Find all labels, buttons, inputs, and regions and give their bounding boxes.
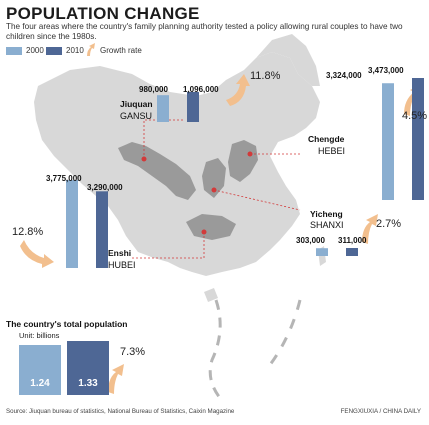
hebei-province: HEBEI (318, 146, 346, 156)
shanxi-growth-rate: 2.7% (376, 218, 402, 230)
total-population-title: The country's total population (6, 319, 128, 329)
gansu-region (118, 142, 196, 200)
hainan-shape (204, 288, 218, 302)
total-label-2000: 1.24 (30, 377, 50, 389)
growth-arrow-enshi (20, 240, 54, 268)
hubei-value-2010: 3,290,000 (87, 183, 123, 192)
gansu-bar-2010 (187, 92, 199, 122)
total-bar-2010: 1.33 (67, 341, 109, 395)
shanxi-value-2000: 303,000 (296, 236, 325, 245)
shanxi-bar-2000 (316, 248, 328, 256)
legend-swatch-2010 (46, 47, 62, 55)
hebei-region (228, 140, 258, 182)
region-markers (141, 151, 253, 235)
northeast-china-shape (256, 34, 320, 86)
gansu-growth-rate: 11.8% (250, 70, 281, 82)
total-label-2010: 1.33 (78, 378, 98, 389)
gansu-value-2010: 1,096,000 (183, 85, 219, 94)
gansu-value-2000: 980,000 (139, 85, 168, 94)
shanxi-city: Yicheng (310, 209, 343, 219)
hubei-bar-2010 (96, 191, 108, 268)
east-coast-dashes (264, 299, 302, 371)
gansu-province: GANSU (120, 111, 153, 121)
growth-arrow-gansu (226, 74, 250, 106)
source-note: Source: Jiuquan bureau of statistics, Na… (6, 408, 235, 415)
page-subtitle: The four areas where the country's famil… (6, 22, 403, 41)
hebei-bar-2000 (382, 83, 394, 200)
south-china-sea-boundary (208, 299, 222, 399)
growth-arrow-shanxi (362, 214, 378, 244)
legend-label-growth: Growth rate (100, 46, 142, 55)
hubei-city: Enshi (108, 248, 132, 258)
hubei-province: HUBEI (108, 260, 136, 270)
legend-label-2000: 2000 (26, 46, 44, 55)
hubei-value-2000: 3,775,000 (46, 174, 82, 183)
page-title: POPULATION CHANGE (6, 4, 200, 23)
total-bar-2000: 1.24 (19, 344, 61, 395)
legend-label-2010: 2010 (66, 46, 84, 55)
hebei-bar-2010 (412, 78, 424, 200)
hebei-value-2010: 3,473,000 (368, 66, 404, 75)
shanxi-region (202, 158, 226, 198)
gansu-city: Jiuquan (120, 99, 153, 109)
legend-growth-icon (87, 43, 95, 56)
hebei-growth-rate: 4.5% (402, 110, 428, 122)
hebei-value-2000: 3,324,000 (326, 71, 362, 80)
credit-note: FENGXIUXIA / CHINA DAILY (340, 408, 421, 415)
total-growth-rate: 7.3% (120, 346, 146, 358)
shanxi-bar-2010 (346, 248, 358, 256)
gansu-bar-2000 (157, 95, 169, 122)
hubei-growth-rate: 12.8% (12, 226, 44, 238)
leader-lines (130, 119, 301, 259)
shanxi-value-2010: 311,000 (338, 236, 367, 245)
total-population-unit: Unit: billions (19, 331, 60, 340)
hubei-region (186, 214, 236, 240)
legend-swatch-2000 (6, 47, 22, 55)
china-mainland-shape (34, 52, 320, 276)
shanxi-province: SHANXI (310, 220, 344, 230)
growth-arrow-total (108, 364, 124, 394)
hebei-city: Chengde (308, 134, 345, 144)
region-bars (66, 78, 424, 268)
hubei-bar-2000 (66, 180, 78, 268)
